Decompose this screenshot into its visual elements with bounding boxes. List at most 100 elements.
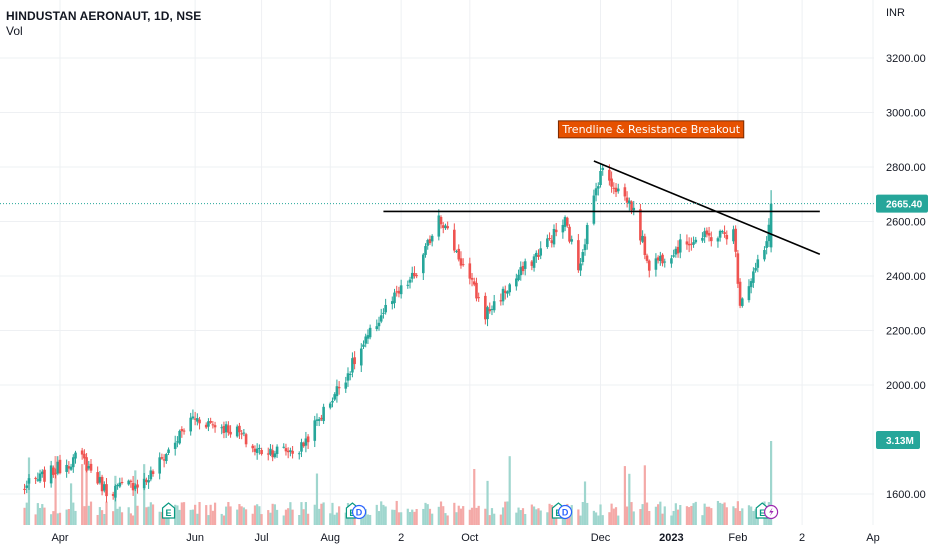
candle-body (364, 336, 368, 344)
trendline-line (593, 160, 821, 255)
candle-body (266, 453, 270, 455)
volume-bar (732, 506, 735, 525)
candle-body (375, 326, 379, 330)
last-volume-badge (876, 431, 920, 449)
candle-body (397, 290, 401, 294)
candle-body (422, 254, 425, 274)
time-axis[interactable]: Apr Jun Jul Aug 2 Oct Dec 2023 Feb 2 Ap (51, 532, 879, 544)
volume-bar (198, 501, 201, 525)
x-tick-label: 2023 (659, 532, 683, 544)
candle-body (532, 256, 536, 268)
volume-bar (710, 508, 713, 525)
lightning-icon (769, 507, 774, 517)
volume-bar (391, 509, 394, 525)
price-axis-bg (874, 0, 932, 550)
candle-body (472, 281, 476, 285)
candle-body (56, 461, 60, 474)
candle-body (49, 465, 53, 484)
candle-body (659, 255, 662, 262)
volume-bar (287, 508, 290, 525)
volume-bar (501, 507, 505, 525)
volume-bar (612, 508, 615, 525)
candle-body (486, 307, 489, 320)
event-markers[interactable]: EEDEDE (161, 502, 779, 520)
candle-body (176, 441, 179, 443)
volume-bar (118, 506, 121, 525)
y-tick-label: 2800.00 (886, 162, 926, 174)
candle-body (437, 215, 441, 237)
volume-bar (515, 512, 518, 525)
volume-bar (422, 508, 425, 525)
volume-bar (83, 506, 86, 525)
earnings-icon (161, 502, 176, 519)
trendlines[interactable] (383, 160, 821, 255)
candle-body (65, 464, 68, 472)
volume-bar (707, 506, 711, 525)
volume-bar (484, 508, 487, 525)
candle-body (193, 418, 197, 420)
volume-bar (676, 509, 680, 525)
time-axis-bg (0, 525, 932, 550)
volume-bar (182, 502, 186, 525)
volume-bar (103, 514, 106, 525)
candle-body (552, 228, 556, 245)
candle-body (344, 382, 348, 389)
candle-body (515, 278, 518, 287)
breakout-annotation[interactable]: Trendline & Resistance Breakout (557, 120, 745, 139)
volume-bar (475, 507, 478, 525)
volume-bar (654, 506, 658, 525)
candle-body (763, 250, 766, 260)
volume-bar (659, 501, 662, 525)
candle-body (599, 170, 602, 186)
x-tick-label: Jun (186, 532, 204, 544)
candle-body (333, 394, 336, 400)
candle-body (521, 265, 525, 272)
candle-body (302, 442, 305, 447)
candle-body (313, 420, 317, 441)
candle-body (610, 178, 613, 187)
volume-bar (570, 505, 573, 525)
volume-bar (89, 501, 93, 525)
volume-bar (643, 465, 646, 525)
y-tick-label: 3200.00 (886, 53, 926, 65)
volume-bar (692, 503, 695, 525)
candle-body (661, 254, 664, 264)
volume-bar (431, 513, 434, 525)
price-axis[interactable]: INR 1600.00 2000.00 2200.00 2400.00 2600.00 28… (886, 7, 926, 501)
candle-body (54, 472, 57, 474)
candle-body (335, 386, 339, 397)
volume-bar (380, 501, 383, 525)
candle-body (641, 235, 644, 242)
volume-bar (58, 512, 62, 525)
candle-body (395, 291, 399, 293)
volume-bar (284, 509, 288, 525)
candle-body (457, 248, 461, 260)
volume-bar (56, 513, 59, 525)
volume-bar (27, 457, 31, 525)
volume-bar (488, 515, 491, 525)
candle-body (227, 425, 230, 433)
candle-body (284, 448, 288, 452)
annotation-box (557, 120, 745, 139)
candle-body (470, 277, 474, 280)
volume-bar (273, 504, 276, 525)
volume-bar (581, 501, 584, 525)
volume-bar (736, 501, 739, 525)
volume-bar (96, 514, 99, 525)
volume-indicator-label[interactable]: Vol (6, 24, 23, 38)
volume-bar (220, 513, 223, 525)
candle-body (189, 417, 193, 432)
volume-bar (227, 502, 230, 525)
candle-body (379, 315, 383, 322)
volume-bar (608, 512, 611, 525)
volume-bar (413, 511, 416, 525)
candle-body (158, 457, 161, 474)
volume-bar (734, 508, 737, 525)
candle-body (579, 263, 582, 271)
volume-bar (236, 509, 239, 525)
volume-bar (490, 508, 494, 525)
candle-body (707, 233, 711, 236)
volume-bar (291, 509, 294, 525)
candle-body (530, 261, 534, 266)
